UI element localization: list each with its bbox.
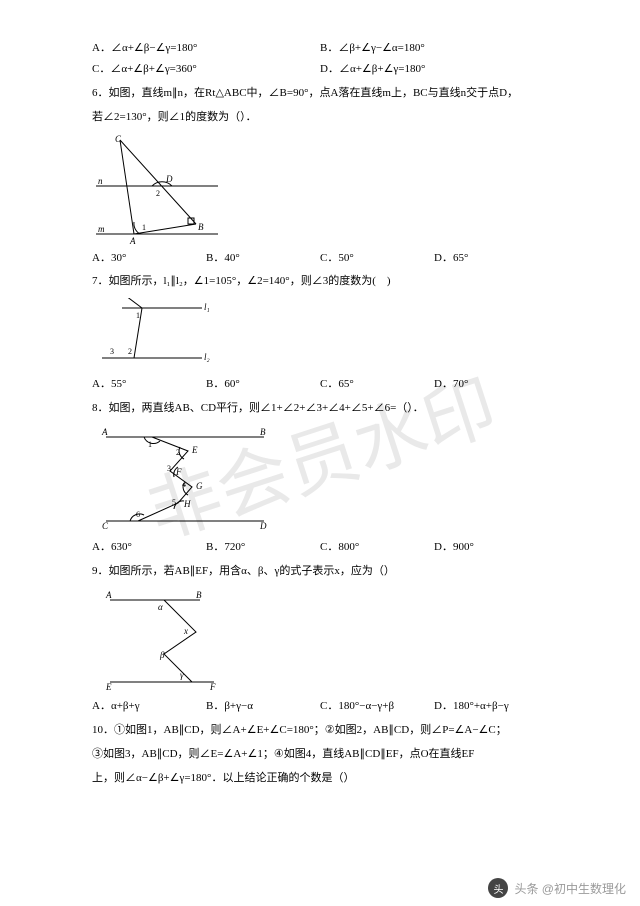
q8-diagram: A B C D E F G H 1 2 3 4 5 6 xyxy=(92,425,548,533)
svg-text:F: F xyxy=(209,682,216,692)
svg-text:B: B xyxy=(260,427,266,437)
footer-text: 头条 @初中生数理化 xyxy=(514,880,626,897)
q5-option-a: A．∠α+∠β−∠γ=180° xyxy=(92,38,320,59)
q6-diagram: C A B D n m 2 1 xyxy=(92,134,548,244)
q8-option-b: B．720° xyxy=(206,537,320,558)
q10-line1: 10．①如图1，AB∥CD，则∠A+∠E+∠C=180°；②如图2，AB∥CD，… xyxy=(92,720,548,741)
svg-text:β: β xyxy=(159,650,165,660)
svg-text:n: n xyxy=(98,176,103,186)
document-page: A．∠α+∠β−∠γ=180° B．∠β+∠γ−∠α=180° C．∠α+∠β+… xyxy=(0,0,640,830)
q10-line2: ③如图3，AB∥CD，则∠E=∠A+∠1；④如图4，直线AB∥CD∥EF，点O在… xyxy=(92,744,548,765)
q5-option-c: C．∠α+∠β+∠γ=360° xyxy=(92,59,320,80)
svg-text:E: E xyxy=(191,445,198,455)
svg-text:D: D xyxy=(165,174,173,184)
svg-text:C: C xyxy=(102,521,109,531)
q9-stem: 9．如图所示，若AB∥EF，用含α、β、γ的式子表示x，应为（） xyxy=(92,561,548,582)
q8-option-a: A．630° xyxy=(92,537,206,558)
svg-text:3: 3 xyxy=(167,464,171,473)
svg-text:x: x xyxy=(183,626,188,636)
svg-text:l₂: l₂ xyxy=(204,352,210,362)
svg-text:F: F xyxy=(175,467,182,477)
q6-option-c: C．50° xyxy=(320,248,434,269)
svg-text:2: 2 xyxy=(176,448,180,457)
q9-option-c: C．180°−α−γ+β xyxy=(320,696,434,717)
q10-line3: 上，则∠α−∠β+∠γ=180°．以上结论正确的个数是（） xyxy=(92,768,548,789)
q7-option-b: B．60° xyxy=(206,374,320,395)
q8-option-d: D．900° xyxy=(434,537,548,558)
footer-logo-icon: 头 xyxy=(488,878,508,898)
svg-text:G: G xyxy=(196,481,203,491)
q9-option-d: D．180°+α+β−γ xyxy=(434,696,548,717)
svg-text:l₁: l₁ xyxy=(204,302,210,312)
q8-option-c: C．800° xyxy=(320,537,434,558)
svg-text:B: B xyxy=(198,222,204,232)
svg-text:1: 1 xyxy=(142,223,146,232)
svg-text:A: A xyxy=(101,427,108,437)
svg-text:γ: γ xyxy=(180,670,184,680)
q7-option-d: D．70° xyxy=(434,374,548,395)
svg-text:D: D xyxy=(259,521,267,531)
q7-option-a: A．55° xyxy=(92,374,206,395)
svg-text:5: 5 xyxy=(172,498,176,507)
q6-stem-line1: 6．如图，直线m∥n，在Rt△ABC中，∠B=90°，点A落在直线m上，BC与直… xyxy=(92,83,548,104)
svg-text:B: B xyxy=(196,590,202,600)
svg-text:4: 4 xyxy=(182,480,186,489)
svg-text:1: 1 xyxy=(136,311,140,320)
q6-option-d: D．65° xyxy=(434,248,548,269)
q7-options: A．55° B．60° C．65° D．70° xyxy=(92,374,548,395)
svg-text:2: 2 xyxy=(128,347,132,356)
q6-option-b: B．40° xyxy=(206,248,320,269)
svg-text:m: m xyxy=(98,224,105,234)
svg-text:A: A xyxy=(105,590,112,600)
q9-options: A．α+β+γ B．β+γ−α C．180°−α−γ+β D．180°+α+β−… xyxy=(92,696,548,717)
svg-text:6: 6 xyxy=(136,510,140,519)
q7-diagram: l₁ l₂ 1 2 3 xyxy=(92,298,548,370)
q5-options-row1: A．∠α+∠β−∠γ=180° B．∠β+∠γ−∠α=180° xyxy=(92,38,548,59)
footer: 头 头条 @初中生数理化 xyxy=(488,878,626,898)
q6-stem-line2: 若∠2=130°，则∠1的度数为（）． xyxy=(92,107,548,128)
q6-option-a: A．30° xyxy=(92,248,206,269)
q8-options: A．630° B．720° C．800° D．900° xyxy=(92,537,548,558)
q5-option-d: D．∠α+∠β+∠γ=180° xyxy=(320,59,548,80)
svg-text:α: α xyxy=(158,602,163,612)
svg-text:3: 3 xyxy=(110,347,114,356)
q9-option-b: B．β+γ−α xyxy=(206,696,320,717)
svg-text:1: 1 xyxy=(148,440,152,449)
q5-option-b: B．∠β+∠γ−∠α=180° xyxy=(320,38,548,59)
q8-stem: 8．如图，两直线AB、CD平行，则∠1+∠2+∠3+∠4+∠5+∠6=（）． xyxy=(92,398,548,419)
svg-text:2: 2 xyxy=(156,189,160,198)
svg-text:E: E xyxy=(105,682,112,692)
q6-options: A．30° B．40° C．50° D．65° xyxy=(92,248,548,269)
q9-option-a: A．α+β+γ xyxy=(92,696,206,717)
q9-diagram: A B E F α x β γ xyxy=(92,588,548,692)
q7-stem: 7．如图所示，l₁∥l₂，∠1=105°，∠2=140°，则∠3的度数为( ) xyxy=(92,271,548,292)
svg-text:C: C xyxy=(115,134,122,144)
svg-text:A: A xyxy=(129,236,136,244)
svg-text:H: H xyxy=(183,499,191,509)
q5-options-row2: C．∠α+∠β+∠γ=360° D．∠α+∠β+∠γ=180° xyxy=(92,59,548,80)
q7-option-c: C．65° xyxy=(320,374,434,395)
